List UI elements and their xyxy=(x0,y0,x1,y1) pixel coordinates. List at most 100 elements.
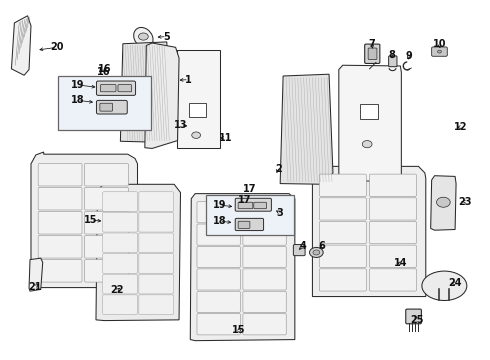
FancyBboxPatch shape xyxy=(139,274,173,294)
Text: 11: 11 xyxy=(219,133,232,143)
FancyBboxPatch shape xyxy=(197,291,240,312)
Polygon shape xyxy=(280,74,333,184)
Text: 4: 4 xyxy=(299,241,306,251)
Text: 18: 18 xyxy=(213,216,226,226)
FancyBboxPatch shape xyxy=(197,314,240,335)
FancyBboxPatch shape xyxy=(139,233,173,253)
FancyBboxPatch shape xyxy=(238,202,253,209)
Text: 24: 24 xyxy=(448,278,462,288)
FancyBboxPatch shape xyxy=(294,244,305,256)
Text: 15: 15 xyxy=(84,215,98,225)
Bar xyxy=(360,104,378,119)
FancyBboxPatch shape xyxy=(139,192,173,211)
Text: 21: 21 xyxy=(28,282,42,292)
FancyBboxPatch shape xyxy=(389,56,397,67)
Text: 8: 8 xyxy=(388,50,395,60)
FancyBboxPatch shape xyxy=(235,198,271,211)
Bar xyxy=(189,103,206,117)
FancyBboxPatch shape xyxy=(319,245,367,267)
FancyBboxPatch shape xyxy=(406,309,421,324)
Text: 15: 15 xyxy=(232,325,246,335)
Circle shape xyxy=(264,202,283,216)
Polygon shape xyxy=(96,184,180,320)
FancyBboxPatch shape xyxy=(365,44,380,63)
Text: 17: 17 xyxy=(243,184,257,194)
Circle shape xyxy=(438,50,441,53)
FancyBboxPatch shape xyxy=(197,247,240,267)
Text: 20: 20 xyxy=(50,42,64,52)
FancyBboxPatch shape xyxy=(243,247,286,267)
FancyBboxPatch shape xyxy=(38,163,82,186)
FancyBboxPatch shape xyxy=(100,85,116,92)
Circle shape xyxy=(310,247,323,257)
Polygon shape xyxy=(11,16,31,75)
FancyBboxPatch shape xyxy=(197,224,240,245)
FancyBboxPatch shape xyxy=(243,224,286,245)
FancyBboxPatch shape xyxy=(139,295,173,315)
FancyBboxPatch shape xyxy=(243,269,286,290)
Ellipse shape xyxy=(134,27,153,48)
FancyBboxPatch shape xyxy=(369,174,416,197)
Circle shape xyxy=(269,205,278,212)
FancyBboxPatch shape xyxy=(38,188,82,210)
FancyBboxPatch shape xyxy=(97,100,127,114)
Text: 16: 16 xyxy=(97,67,110,77)
Polygon shape xyxy=(31,152,138,288)
Text: 6: 6 xyxy=(319,241,325,251)
FancyBboxPatch shape xyxy=(103,295,137,315)
Text: 25: 25 xyxy=(410,315,424,325)
Text: 19: 19 xyxy=(71,80,85,90)
Ellipse shape xyxy=(422,271,467,301)
FancyBboxPatch shape xyxy=(103,253,137,273)
Text: 12: 12 xyxy=(454,122,468,132)
Polygon shape xyxy=(431,176,456,230)
FancyBboxPatch shape xyxy=(432,47,447,56)
Text: 1: 1 xyxy=(185,75,192,85)
Text: 3: 3 xyxy=(277,208,284,218)
Text: 5: 5 xyxy=(164,32,170,41)
FancyBboxPatch shape xyxy=(235,219,264,230)
Polygon shape xyxy=(433,50,444,53)
FancyBboxPatch shape xyxy=(85,260,128,282)
FancyBboxPatch shape xyxy=(85,163,128,186)
Circle shape xyxy=(139,33,148,40)
FancyBboxPatch shape xyxy=(238,221,250,228)
Text: 16: 16 xyxy=(98,64,112,74)
Text: 22: 22 xyxy=(110,285,124,296)
FancyBboxPatch shape xyxy=(319,269,367,291)
FancyBboxPatch shape xyxy=(369,221,416,244)
Text: 7: 7 xyxy=(368,40,375,49)
Text: 14: 14 xyxy=(393,258,407,268)
Text: 23: 23 xyxy=(458,197,471,207)
FancyBboxPatch shape xyxy=(97,81,136,95)
FancyBboxPatch shape xyxy=(139,212,173,232)
Polygon shape xyxy=(29,258,43,291)
FancyBboxPatch shape xyxy=(197,202,240,223)
Circle shape xyxy=(437,197,450,207)
FancyBboxPatch shape xyxy=(103,274,137,294)
Text: 2: 2 xyxy=(275,164,282,174)
FancyBboxPatch shape xyxy=(100,103,113,111)
FancyBboxPatch shape xyxy=(243,291,286,312)
FancyBboxPatch shape xyxy=(103,233,137,253)
Text: 10: 10 xyxy=(433,40,446,49)
FancyBboxPatch shape xyxy=(85,211,128,234)
FancyBboxPatch shape xyxy=(369,269,416,291)
FancyBboxPatch shape xyxy=(319,221,367,244)
Polygon shape xyxy=(339,65,401,182)
FancyBboxPatch shape xyxy=(319,174,367,197)
FancyBboxPatch shape xyxy=(368,48,377,59)
FancyBboxPatch shape xyxy=(103,212,137,232)
Bar xyxy=(206,195,294,234)
FancyBboxPatch shape xyxy=(38,211,82,234)
FancyBboxPatch shape xyxy=(85,188,128,210)
FancyBboxPatch shape xyxy=(103,192,137,211)
Polygon shape xyxy=(433,47,444,53)
FancyBboxPatch shape xyxy=(319,198,367,220)
Polygon shape xyxy=(145,43,179,148)
Text: 17: 17 xyxy=(238,195,252,205)
FancyBboxPatch shape xyxy=(118,85,132,92)
FancyBboxPatch shape xyxy=(369,245,416,267)
Polygon shape xyxy=(176,50,220,148)
Text: 19: 19 xyxy=(213,200,226,210)
